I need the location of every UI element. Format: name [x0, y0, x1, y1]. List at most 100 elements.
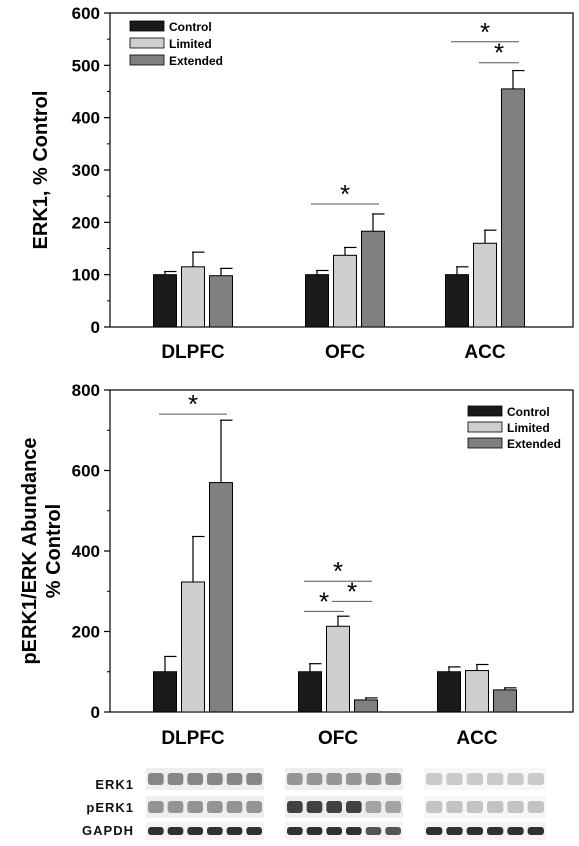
blot-band — [167, 827, 184, 835]
blot-band — [487, 801, 504, 813]
bar — [473, 242, 497, 328]
bar — [326, 625, 350, 713]
bar — [305, 274, 329, 328]
blot-label-erk1: ERK1 — [95, 777, 134, 792]
y-tick-label: 200 — [72, 623, 100, 642]
blot-band — [426, 773, 443, 785]
legend-label: Extended — [169, 54, 223, 68]
blot-band — [527, 801, 544, 813]
bar — [493, 689, 517, 713]
significance-star: * — [333, 556, 343, 586]
blot-band — [246, 827, 262, 835]
y-tick-label: 400 — [72, 542, 100, 561]
y-axis-label: % Control — [43, 504, 65, 598]
y-tick-label: 600 — [72, 462, 100, 481]
y-tick-label: 200 — [72, 213, 100, 232]
blot-band — [306, 801, 323, 813]
blot-lane-panel — [146, 796, 264, 818]
y-tick-label: 800 — [72, 381, 100, 400]
bar — [437, 671, 461, 713]
blot-band — [187, 801, 203, 813]
blot-band — [148, 827, 164, 835]
blot-band — [287, 773, 303, 785]
perk-erk-chart: 0 200 400 600 800 pERK1/ERK Abundance% Contro… — [19, 381, 574, 749]
blot-band — [226, 773, 243, 785]
blot-band — [446, 801, 463, 813]
legend-label: Limited — [507, 421, 550, 435]
legend-label: Control — [169, 20, 212, 34]
blot-lane-panel — [285, 822, 403, 840]
western-blot — [146, 768, 546, 840]
blot-lane-panel — [146, 768, 264, 790]
blot-band — [385, 801, 401, 813]
blot-band — [487, 773, 504, 785]
blot-band — [466, 801, 483, 813]
blot-lane-panel — [424, 822, 546, 840]
blot-band — [148, 773, 164, 785]
bar — [298, 671, 322, 713]
blot-label-gapdh: GAPDH — [82, 823, 134, 838]
bar — [501, 88, 525, 328]
blot-band — [507, 773, 524, 785]
blot-band — [365, 801, 382, 813]
blot-band — [487, 827, 504, 835]
bar — [181, 581, 205, 713]
blot-band — [246, 801, 262, 813]
blot-band — [365, 773, 382, 785]
x-category-label: OFC — [318, 728, 358, 749]
blot-band — [306, 827, 323, 835]
y-axis-label: pERK1/ERK Abundance — [19, 437, 41, 664]
blot-band — [385, 827, 401, 835]
legend-label: Limited — [169, 37, 212, 51]
blot-band — [466, 773, 483, 785]
blot-lane-panel — [285, 768, 403, 790]
blot-band — [527, 773, 544, 785]
blot-band — [187, 773, 203, 785]
x-category-label: ACC — [456, 728, 497, 749]
y-tick-label: 0 — [91, 703, 100, 722]
blot-band — [207, 773, 223, 785]
blot-band — [346, 773, 362, 785]
y-tick-label: 500 — [72, 56, 100, 75]
blot-band — [226, 827, 243, 835]
y-tick-label: 100 — [72, 266, 100, 285]
blot-lane-panel — [285, 796, 403, 818]
bar — [209, 275, 233, 328]
legend-label: Extended — [507, 437, 561, 451]
blot-band — [446, 827, 463, 835]
blot-band — [287, 801, 303, 813]
blot-band — [167, 801, 184, 813]
blot-band — [326, 801, 342, 813]
blot-band — [346, 827, 362, 835]
bar — [465, 670, 489, 713]
y-tick-label: 300 — [72, 161, 100, 180]
legend-swatch — [467, 421, 503, 433]
legend-swatch — [467, 405, 503, 417]
x-category-label: DLPFC — [161, 342, 225, 363]
legend-label: Control — [507, 405, 550, 419]
blot-band — [326, 827, 342, 835]
erk1-chart: 0 100 200 300 400 500 600 ERK1, % Control DLPFC O… — [30, 4, 574, 363]
significance-star: * — [340, 179, 350, 209]
significance-star: * — [494, 38, 504, 68]
bar — [153, 274, 177, 328]
blot-band — [426, 801, 443, 813]
bar — [153, 671, 177, 713]
x-category-label: ACC — [464, 342, 505, 363]
y-tick-label: 600 — [72, 4, 100, 23]
blot-band — [326, 773, 342, 785]
blot-band — [346, 801, 362, 813]
blot-band — [287, 827, 303, 835]
blot-band — [466, 827, 483, 835]
blot-band — [507, 801, 524, 813]
blot-lane-panel — [146, 822, 264, 840]
blot-band — [226, 801, 243, 813]
y-tick-label: 400 — [72, 109, 100, 128]
legend-swatch — [129, 54, 165, 66]
blot-band — [426, 827, 443, 835]
x-category-label: OFC — [325, 342, 365, 363]
blot-band — [187, 827, 203, 835]
significance-star: * — [347, 576, 357, 606]
blot-band — [365, 827, 382, 835]
significance-star: * — [319, 586, 329, 616]
